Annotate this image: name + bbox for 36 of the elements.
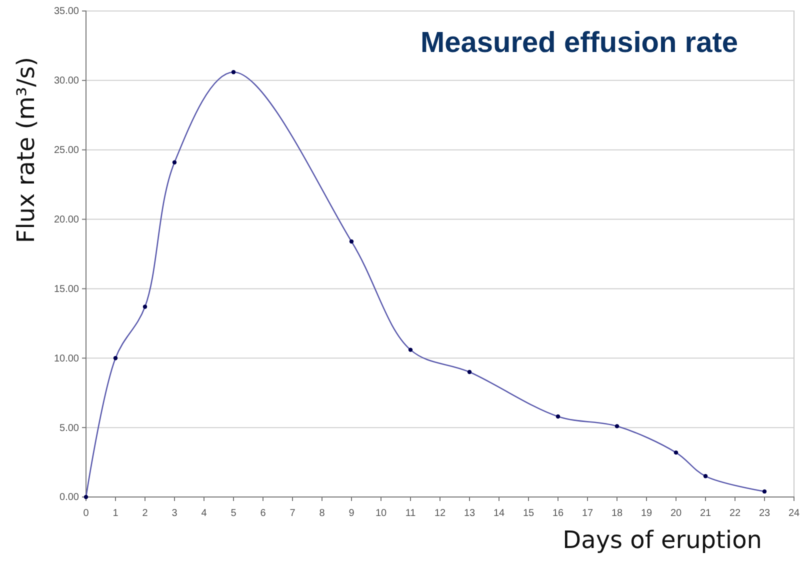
x-tick-label: 12	[434, 508, 446, 519]
x-tick-label: 0	[83, 508, 90, 519]
x-tick-label: 21	[700, 508, 712, 519]
x-axis-title: Days of eruption	[562, 526, 762, 554]
x-tick-label: 17	[582, 508, 594, 519]
x-tick-label: 2	[142, 508, 148, 519]
x-tick-label: 24	[788, 508, 800, 519]
x-tick-label: 18	[611, 508, 623, 519]
y-tick-label: 30.00	[54, 76, 80, 87]
x-tick-label: 19	[640, 508, 652, 519]
x-tick-label: 5	[230, 508, 237, 519]
y-axis-title: Flux rate (m³/s)	[12, 56, 40, 244]
text: Measured effusion rate	[420, 27, 738, 59]
x-tick-label: 3	[172, 508, 178, 519]
x-tick-label: 20	[670, 508, 682, 519]
x-tick-label: 8	[319, 508, 326, 519]
x-tick-label: 6	[260, 508, 266, 519]
y-tick-label: 20.00	[54, 214, 80, 226]
x-tick-label: 23	[758, 508, 770, 519]
x-tick-label: 15	[522, 508, 534, 519]
x-tick-label: 13	[464, 508, 476, 519]
x-tick-label: 14	[493, 508, 505, 519]
x-tick-label: 11	[405, 508, 416, 519]
x-tick-label: 9	[348, 508, 355, 519]
x-tick-label: 16	[552, 508, 564, 519]
x-tick-label: 4	[201, 508, 208, 519]
y-tick-label: 0.00	[60, 492, 80, 504]
y-tick-label: 15.00	[54, 284, 80, 295]
x-tick-label: 7	[290, 508, 296, 519]
y-tick-label: 25.00	[54, 145, 80, 156]
y-tick-label: 10.00	[54, 353, 80, 364]
x-tick-label: 22	[729, 508, 741, 519]
y-tick-label: 35.00	[54, 6, 80, 18]
y-tick-label: 5.00	[60, 422, 80, 434]
x-tick-label: 1	[112, 508, 119, 519]
x-tick-label: 10	[375, 508, 387, 519]
